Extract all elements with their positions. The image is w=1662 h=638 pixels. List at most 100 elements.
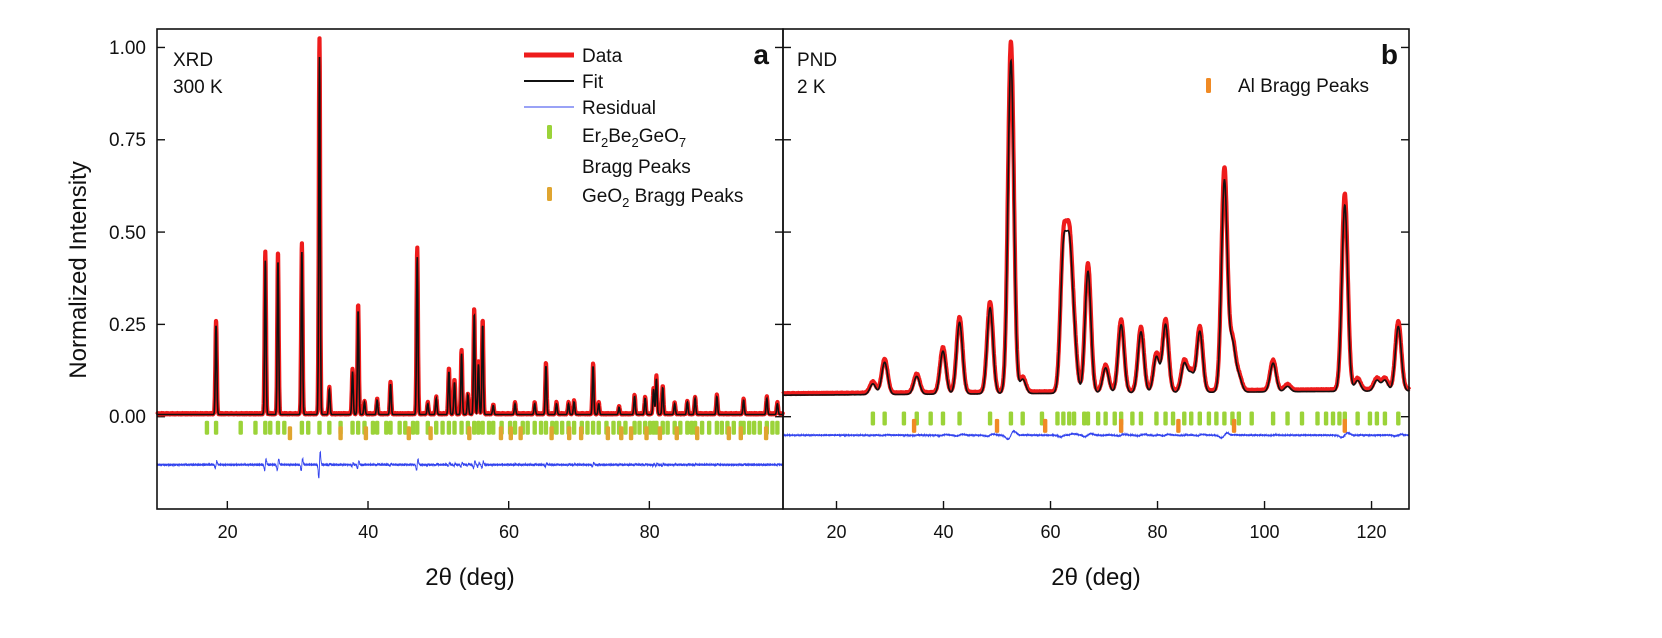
bragg-tick-mark [1154,411,1159,426]
bragg-tick-mark [204,420,210,435]
bragg-tick-mark [480,420,485,435]
bragg-tick-mark [508,426,513,441]
bragg-tick-mark [452,420,457,435]
bragg-tick-mark [306,420,311,435]
residual-series-line [782,429,1410,441]
bragg-tick-mark [1374,411,1380,426]
bragg-tick-mark [1067,411,1072,426]
bragg-tick-mark [628,426,634,441]
panel-xrd-annotation-line2: 300 K [173,77,223,98]
bragg-tick-mark [694,426,700,441]
bragg-tick-mark [299,420,305,435]
bragg-tick-mark [590,420,596,435]
bragg-tick-mark [585,420,590,435]
panel-xrd-axis-ticks [157,46,783,509]
bragg-tick-mark [532,420,537,435]
bragg-tick-mark [1042,418,1048,433]
bragg-tick-mark [213,420,219,435]
bragg-tick-mark [644,426,649,441]
bragg-tick-mark [327,420,332,435]
bragg-tick-mark [1071,411,1077,426]
bragg-tick-mark [275,420,281,435]
x-tick-label: 80 [640,522,660,542]
bragg-tick-mark [1249,411,1254,426]
bragg-tick-mark [538,420,544,435]
bragg-tick-mark [459,420,464,435]
bragg-tick-mark [870,411,876,426]
bragg-tick-mark [940,411,946,426]
bragg-tick-mark [1118,418,1124,433]
bragg-tick-mark [1130,411,1135,426]
bragg-tick-mark [1095,411,1101,426]
y-tick-label: 0.75 [109,130,146,151]
bragg-tick-mark [355,420,361,435]
bragg-tick-mark [647,420,653,435]
panel-pnd-frame [782,28,1410,510]
bragg-tick-mark [1008,411,1014,426]
bragg-tick-mark [403,420,408,435]
bragg-tick-mark [719,420,725,435]
bragg-tick-mark [654,420,659,435]
bragg-tick-mark [770,420,775,435]
panel-pnd-letter: b [1381,39,1398,70]
bragg-tick-mark [1382,411,1388,426]
panel-xrd-curves [155,36,786,479]
bragg-tick-mark [1103,411,1108,426]
bragg-tick-mark [498,426,504,441]
bragg-tick-mark [446,420,452,435]
bragg-tick-mark [559,420,565,435]
bragg-tick-mark [1367,411,1373,426]
bragg-tick-mark [1323,411,1329,426]
bragg-tick-mark [1170,411,1176,426]
y-axis-label: Normalized Intensity [65,161,92,378]
bragg-tick-mark [512,420,518,435]
bragg-tick-mark [1189,411,1194,426]
bragg-tick-mark [571,420,577,435]
bragg-tick-mark [1176,418,1181,433]
bragg-tick-mark [253,420,258,435]
panel-xrd-x-axis-label: 2θ (deg) [425,564,514,591]
panel-xrd-x-tick-labels: 20 40 60 80 [218,522,660,542]
panel-pnd-bragg-ticks [870,411,1401,433]
bragg-tick-mark [1342,418,1347,433]
bragg-tick-mark [596,420,601,435]
bragg-tick-mark [238,420,243,435]
x-tick-label: 100 [1249,522,1279,542]
panel-xrd: 20 40 60 80 2θ (deg) XRD 300 K a Data Fi… [155,28,786,591]
bragg-tick-mark [397,420,402,435]
panel-pnd-curves [781,39,1412,441]
bragg-tick-mark [763,426,769,441]
bragg-tick-mark [374,420,380,435]
x-tick-label: 40 [358,522,378,542]
bragg-tick-mark [726,426,732,441]
bragg-tick-mark [714,420,720,435]
x-tick-label: 20 [826,522,846,542]
bragg-tick-mark [1299,411,1305,426]
bragg-tick-mark [665,420,670,435]
bragg-tick-mark [350,420,355,435]
fit-series-line [783,58,1409,396]
legend-er2be2geo7-label: Er2Be2GeO7 [582,126,686,150]
bragg-tick-mark [674,426,679,441]
bragg-tick-mark [757,420,762,435]
bragg-tick-mark [706,420,712,435]
bragg-tick-mark [1112,411,1117,426]
bragg-tick-mark [928,411,933,426]
bragg-tick-mark [268,420,273,435]
bragg-tick-mark [486,420,492,435]
legend-data-label: Data [582,46,623,67]
bragg-tick-mark [363,426,369,441]
bragg-tick-mark [472,420,477,435]
bragg-tick-mark [637,420,642,435]
panel-xrd-legend: Data Fit Residual Er2Be2GeO7 Bragg Peaks… [524,46,743,210]
bragg-tick-mark [619,426,624,441]
bragg-tick-mark [415,420,420,435]
panel-pnd-annotation-line1: PND [797,50,837,71]
bragg-tick-mark [689,420,694,435]
bragg-tick-mark [1330,411,1336,426]
bragg-tick-mark [525,420,530,435]
legend-residual-label: Residual [582,98,656,119]
bragg-tick-mark [518,426,523,441]
bragg-tick-mark [901,411,907,426]
bragg-tick-mark [1231,418,1237,433]
